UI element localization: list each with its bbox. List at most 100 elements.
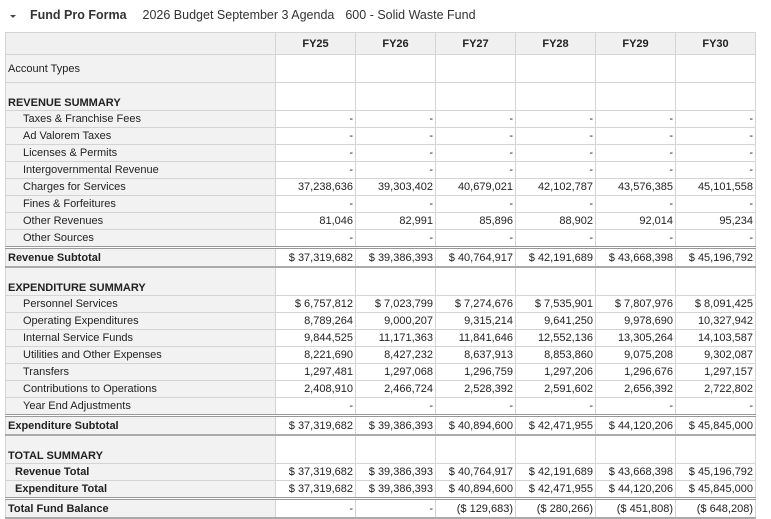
value-cell: $ 8,091,425	[675, 295, 756, 313]
value-cell: -	[675, 195, 756, 213]
value-cell: -	[435, 195, 516, 213]
value-cell: 8,637,913	[435, 346, 516, 364]
value-cell: -	[675, 229, 756, 248]
value-cell: 1,296,759	[435, 363, 516, 381]
value-cell: $ 7,274,676	[435, 295, 516, 313]
value-cell: $ 6,757,812	[275, 295, 356, 313]
value-cell: $ 44,120,206	[595, 480, 676, 499]
pro-forma-table: FY25 FY26 FY27 FY28 FY29 FY30 Account Types RE…	[5, 32, 756, 519]
value-cell: 2,466,724	[355, 380, 436, 398]
value-cell	[435, 54, 516, 83]
value-cell: 11,841,646	[435, 329, 516, 347]
value-cell: ($ 129,683)	[435, 497, 516, 519]
value-cell	[595, 82, 676, 111]
value-cell	[435, 434, 516, 464]
value-cell: 12,552,136	[515, 329, 596, 347]
value-cell: 1,296,676	[595, 363, 676, 381]
table-row: Revenue Subtotal $ 37,319,682 $ 39,386,393…	[5, 246, 756, 268]
value-cell	[675, 82, 756, 111]
row-label: Transfers	[5, 363, 276, 381]
value-cell: $ 37,319,682	[275, 463, 356, 481]
table-row: Total Fund Balance - - ($ 129,683) ($ 280,26…	[5, 497, 756, 519]
value-cell: -	[515, 195, 596, 213]
value-cell: $ 45,196,792	[675, 463, 756, 481]
table-row: Operating Expenditures 8,789,264 9,000,207…	[5, 312, 756, 330]
row-label: Revenue Subtotal	[5, 246, 276, 268]
value-cell: -	[355, 195, 436, 213]
value-cell: $ 44,120,206	[595, 414, 676, 436]
value-cell: -	[275, 397, 356, 416]
value-cell: $ 40,764,917	[435, 246, 516, 268]
value-cell: -	[435, 144, 516, 162]
value-cell: $ 40,764,917	[435, 463, 516, 481]
value-cell: -	[675, 110, 756, 128]
value-cell: 95,234	[675, 212, 756, 230]
row-label: Account Types	[5, 54, 276, 83]
report-title: Fund Pro Forma	[30, 8, 127, 22]
table-row: Fines & Forfeitures - - - - - -	[5, 195, 756, 213]
value-cell: $ 40,894,600	[435, 480, 516, 499]
value-cell: -	[675, 127, 756, 145]
value-cell: $ 45,196,792	[675, 246, 756, 268]
table-row: Expenditure Total $ 37,319,682 $ 39,386,39…	[5, 480, 756, 499]
value-cell: -	[355, 127, 436, 145]
value-cell: 82,991	[355, 212, 436, 230]
value-cell: 9,844,525	[275, 329, 356, 347]
value-cell	[355, 266, 436, 296]
table-row: Charges for Services 37,238,636 39,303,402…	[5, 178, 756, 196]
value-cell: -	[595, 195, 676, 213]
value-cell: 1,297,481	[275, 363, 356, 381]
value-cell: 11,171,363	[355, 329, 436, 347]
value-cell	[275, 82, 356, 111]
value-cell: $ 42,471,955	[515, 480, 596, 499]
value-cell: -	[355, 397, 436, 416]
value-cell: $ 45,845,000	[675, 480, 756, 499]
value-cell: -	[435, 397, 516, 416]
table-row: Intergovernmental Revenue - - - - - -	[5, 161, 756, 179]
value-cell: $ 39,386,393	[355, 246, 436, 268]
value-cell: -	[515, 397, 596, 416]
table-row: Other Revenues 81,046 82,991 85,896 88,902 92…	[5, 212, 756, 230]
row-label: TOTAL SUMMARY	[5, 434, 276, 464]
value-cell: 10,327,942	[675, 312, 756, 330]
table-row: Revenue Total $ 37,319,682 $ 39,386,393 $ 4…	[5, 463, 756, 481]
value-cell	[515, 266, 596, 296]
value-cell: -	[515, 229, 596, 248]
value-cell	[355, 434, 436, 464]
value-cell: $ 39,386,393	[355, 480, 436, 499]
value-cell: 2,591,602	[515, 380, 596, 398]
value-cell: 43,576,385	[595, 178, 676, 196]
value-cell: 8,853,860	[515, 346, 596, 364]
row-label: Fines & Forfeitures	[5, 195, 276, 213]
table-row: Year End Adjustments - - - - - -	[5, 397, 756, 416]
value-cell: -	[595, 229, 676, 248]
budget-name: 2026 Budget September 3 Agenda	[142, 8, 335, 22]
value-cell: 1,297,068	[355, 363, 436, 381]
value-cell: $ 37,319,682	[275, 480, 356, 499]
value-cell: -	[435, 161, 516, 179]
row-label: Licenses & Permits	[5, 144, 276, 162]
table-row: EXPENDITURE SUMMARY	[5, 266, 756, 296]
column-header-fy28: FY28	[515, 32, 596, 55]
value-cell: 2,408,910	[275, 380, 356, 398]
row-label: Utilities and Other Expenses	[5, 346, 276, 364]
row-label: Contributions to Operations	[5, 380, 276, 398]
value-cell: -	[275, 127, 356, 145]
value-cell: 2,722,802	[675, 380, 756, 398]
table-row: Expenditure Subtotal $ 37,319,682 $ 39,386…	[5, 414, 756, 436]
value-cell	[595, 54, 676, 83]
value-cell: 9,315,214	[435, 312, 516, 330]
value-cell: -	[275, 229, 356, 248]
value-cell: 81,046	[275, 212, 356, 230]
value-cell: -	[355, 110, 436, 128]
row-label: Expenditure Total	[5, 480, 276, 499]
value-cell: -	[435, 110, 516, 128]
value-cell: 9,000,207	[355, 312, 436, 330]
value-cell: ($ 648,208)	[675, 497, 756, 519]
caret-down-icon[interactable]	[10, 14, 16, 18]
value-cell: 14,103,587	[675, 329, 756, 347]
row-label: Expenditure Subtotal	[5, 414, 276, 436]
column-header-fy29: FY29	[595, 32, 676, 55]
value-cell: $ 39,386,393	[355, 414, 436, 436]
fund-name: 600 - Solid Waste Fund	[345, 8, 476, 22]
